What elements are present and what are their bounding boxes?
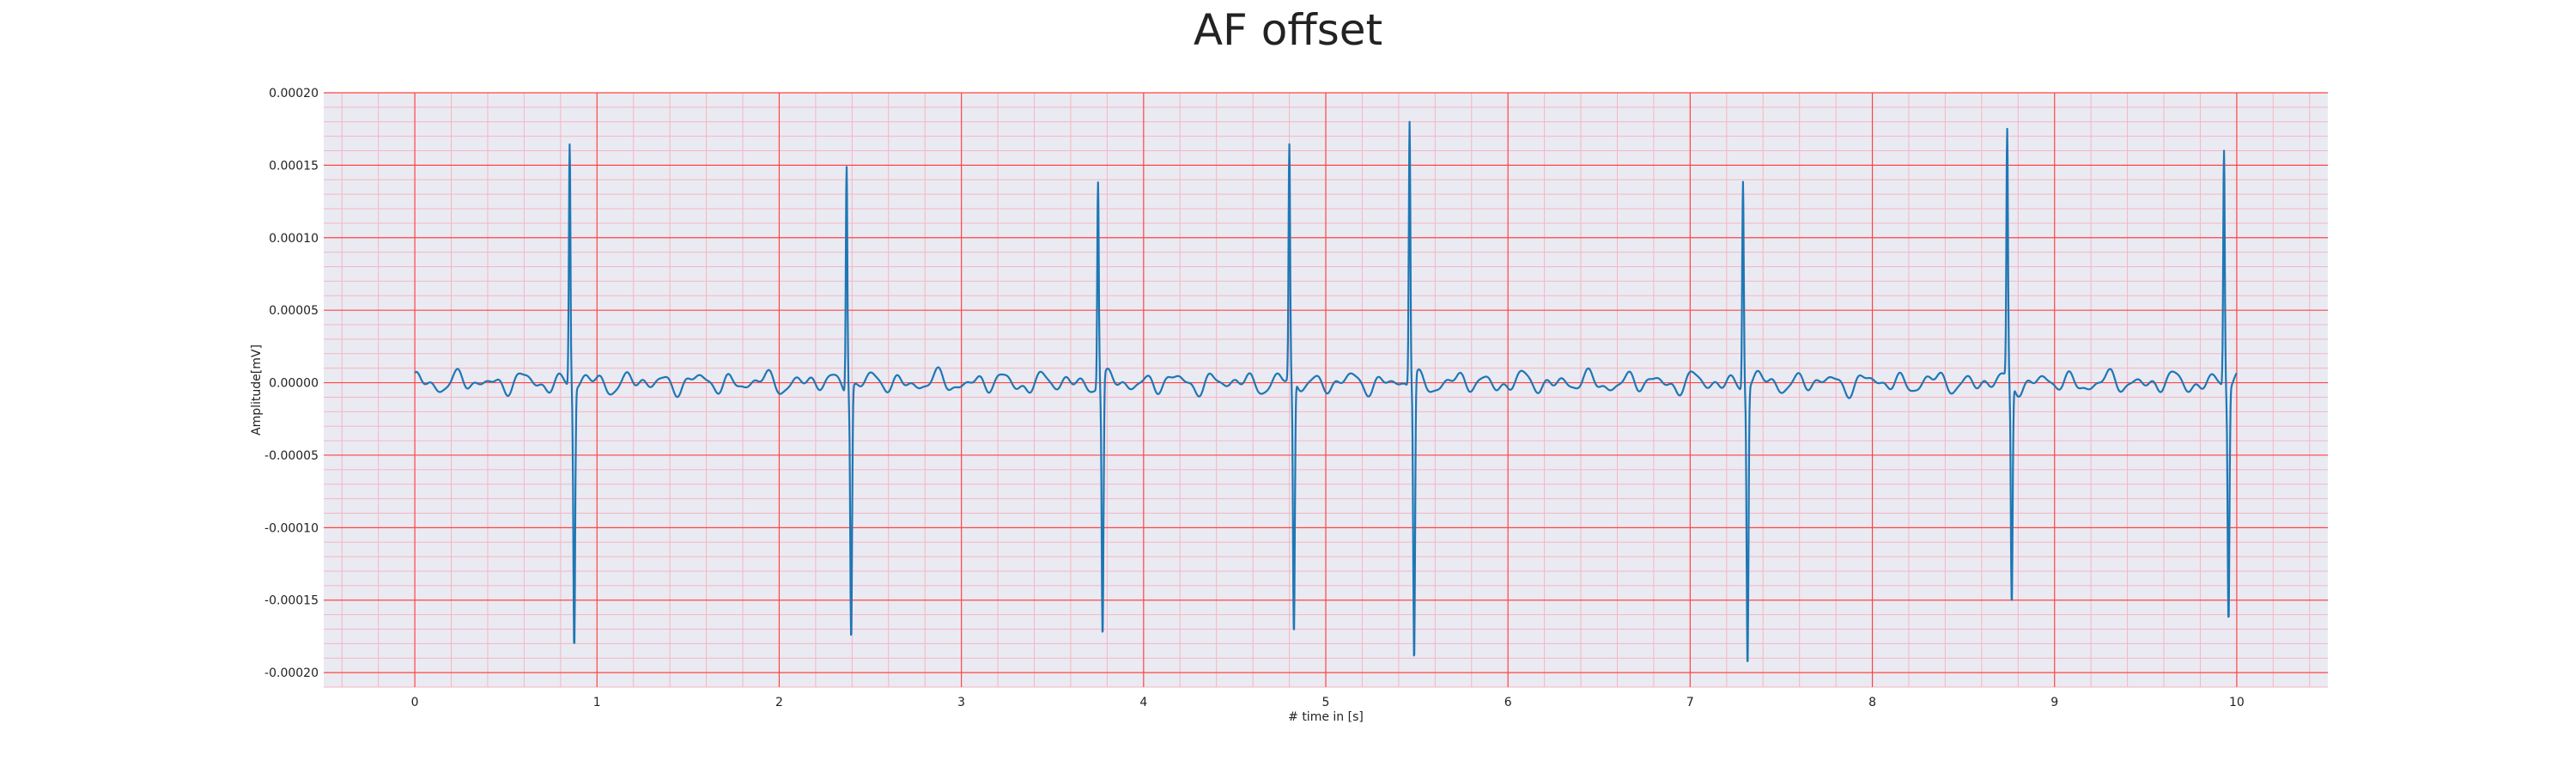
y-tick-label: 0.00000 [269, 377, 319, 391]
x-tick-label: 7 [1686, 696, 1694, 709]
x-axis-label: # time in [s] [1288, 710, 1364, 724]
x-tick-label: 8 [1868, 696, 1876, 709]
chart-title: AF offset [1194, 5, 1382, 55]
x-tick-label: 6 [1504, 696, 1512, 709]
major-grid [324, 92, 2328, 687]
x-tick-label: 9 [2050, 696, 2058, 709]
x-axis-ticks: 0 1 2 3 4 5 6 7 8 9 10 [411, 696, 2245, 709]
x-tick-label: 3 [957, 696, 965, 709]
series-layer [414, 120, 2238, 662]
x-tick-label: 2 [775, 696, 783, 709]
x-tick-label: 4 [1139, 696, 1147, 709]
y-tick-label: 0.00010 [269, 232, 319, 246]
y-tick-label: -0.00020 [264, 666, 319, 680]
y-tick-label: -0.00010 [264, 521, 319, 535]
y-axis-ticks: 0.00020 0.00015 0.00010 0.00005 0.00000 -0.00… [264, 87, 319, 680]
series-line [414, 120, 2238, 662]
y-tick-label: 0.00005 [269, 304, 319, 318]
x-tick-label: 10 [2229, 696, 2245, 709]
y-tick-label: 0.00020 [269, 87, 319, 100]
y-axis-label: Amplitude[mV] [250, 344, 264, 435]
y-tick-label: -0.00015 [264, 594, 319, 608]
y-tick-label: -0.00005 [264, 449, 319, 463]
x-tick-label: 5 [1322, 696, 1330, 709]
y-tick-label: 0.00015 [269, 159, 319, 173]
x-tick-label: 0 [411, 696, 419, 709]
x-tick-label: 1 [593, 696, 601, 709]
